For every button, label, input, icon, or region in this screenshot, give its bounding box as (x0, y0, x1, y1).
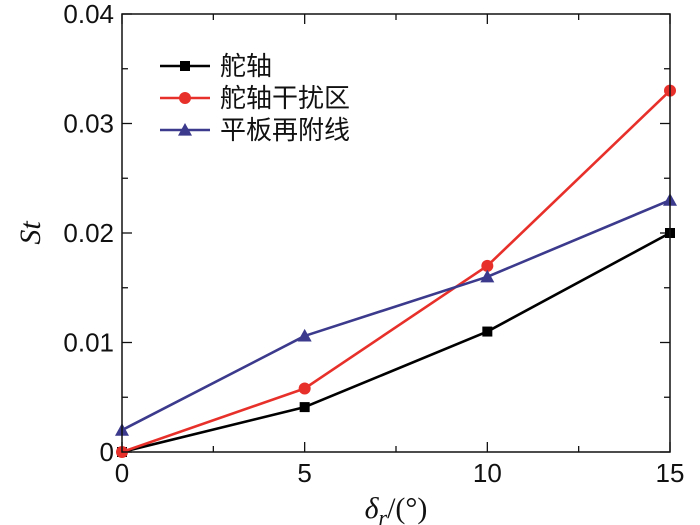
x-axis-symbol: δ (365, 492, 380, 525)
series-layer (115, 84, 677, 458)
legend-marker (179, 92, 191, 104)
y-tick-label: 0.04 (63, 0, 114, 29)
y-axis-title: St (14, 221, 47, 245)
series-line (121, 231, 671, 454)
plot-frame (121, 13, 671, 453)
series-2 (116, 84, 676, 458)
x-tick-label: 10 (473, 458, 502, 488)
x-tick-label: 0 (115, 458, 129, 488)
data-point (482, 326, 493, 337)
series-1 (117, 228, 675, 457)
data-point (481, 259, 494, 272)
y-tick-label: 0 (100, 437, 114, 467)
series-line (121, 89, 671, 454)
data-point (297, 328, 312, 342)
data-point (480, 269, 495, 283)
legend-marker (180, 61, 190, 71)
y-tick-label: 0.02 (63, 218, 114, 248)
legend-entry: 舵轴干扰区 (160, 84, 350, 114)
x-axis-unit: /(°) (387, 492, 427, 525)
legend-entry: 舵轴 (160, 52, 272, 82)
legend-label: 舵轴 (220, 52, 272, 82)
y-tick-label: 0.01 (63, 328, 114, 358)
legend-label: 舵轴干扰区 (220, 84, 350, 114)
y-tick-labels: 0 0.01 0.02 0.03 0.04 (63, 0, 114, 467)
legend-marker (178, 123, 192, 136)
x-tick-labels: 0 5 10 15 (115, 458, 685, 488)
data-point (298, 382, 311, 395)
series-line (121, 198, 671, 432)
series-3 (115, 193, 677, 436)
x-axis-subscript: r (379, 505, 388, 525)
legend-label: 平板再附线 (220, 116, 350, 146)
x-tick-label: 5 (297, 458, 311, 488)
legend-entry: 平板再附线 (160, 116, 350, 146)
x-axis-title: δr/(°) (365, 492, 428, 525)
data-point (299, 402, 310, 413)
y-tick-label: 0.03 (63, 109, 114, 139)
x-tick-label: 15 (656, 458, 685, 488)
